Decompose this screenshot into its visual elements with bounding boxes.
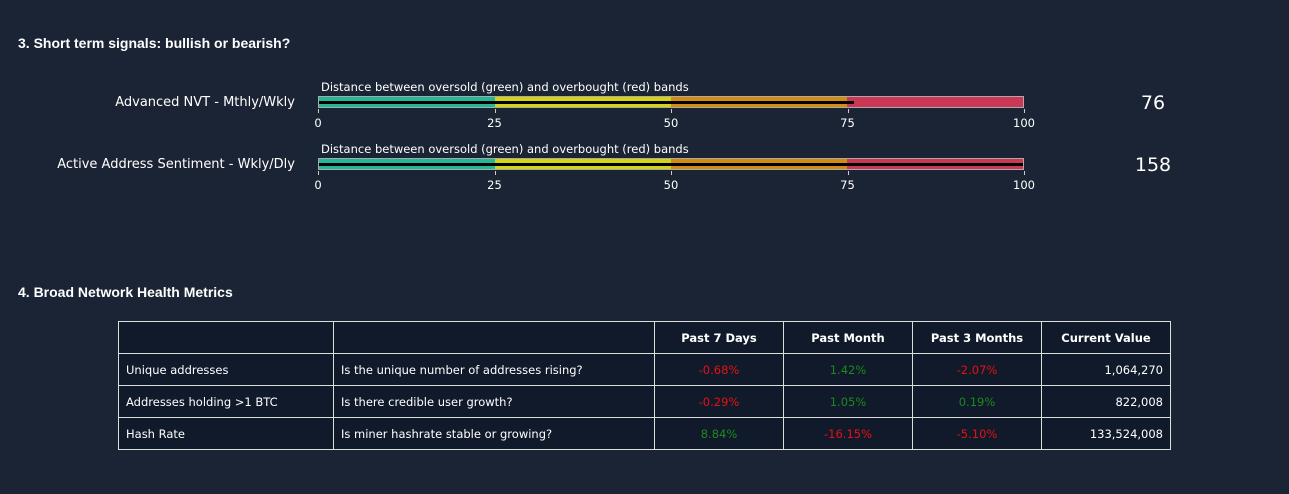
gauge-value: 158 xyxy=(1134,154,1172,176)
axis-tick xyxy=(494,109,496,113)
gauge-axis: 0 25 50 75 100 xyxy=(314,171,1035,192)
gauge-label: Active Address Sentiment - Wkly/Dly xyxy=(57,157,295,172)
gauge-caption: Distance between oversold (green) and ov… xyxy=(321,80,689,94)
axis-tick-label: 50 xyxy=(663,116,679,130)
gauge-bar xyxy=(318,158,1024,170)
table-cell: Is there credible user growth? xyxy=(333,385,655,418)
table-cell: 1,064,270 xyxy=(1041,353,1171,386)
table-cell: Is the unique number of addresses rising… xyxy=(333,353,655,386)
table-cell: -0.29% xyxy=(654,385,784,418)
table-row: Unique addresses Is the unique number of … xyxy=(118,353,1171,386)
axis-tick-label: 0 xyxy=(314,116,322,130)
table-cell: 8.84% xyxy=(654,417,784,450)
network-health-table: Past 7 Days Past Month Past 3 Months Curren… xyxy=(118,321,1171,450)
gauge-indicator xyxy=(319,163,1023,166)
column-header: Past 7 Days xyxy=(654,321,784,354)
table-cell: Unique addresses xyxy=(118,353,334,386)
axis-tick xyxy=(1024,109,1025,113)
gauge-caption: Distance between oversold (green) and ov… xyxy=(321,142,689,156)
axis-tick-label: 100 xyxy=(1013,178,1035,192)
table-cell: -16.15% xyxy=(783,417,913,450)
column-header: Current Value xyxy=(1041,321,1171,354)
column-header xyxy=(118,321,334,354)
section-4-title: 4. Broad Network Health Metrics xyxy=(18,284,233,300)
table-cell: -5.10% xyxy=(912,417,1042,450)
axis-tick-label: 25 xyxy=(487,178,502,192)
axis-tick xyxy=(1024,171,1025,175)
axis-tick-label: 75 xyxy=(840,116,855,130)
column-header xyxy=(333,321,655,354)
axis-tick xyxy=(318,171,319,175)
axis-tick-label: 50 xyxy=(663,178,679,192)
table-cell: Is miner hashrate stable or growing? xyxy=(333,417,655,450)
axis-tick-label: 100 xyxy=(1013,116,1035,130)
band-3 xyxy=(847,97,1023,107)
gauge-bar xyxy=(318,96,1024,108)
table-row: Addresses holding >1 BTC Is there credibl… xyxy=(118,385,1171,418)
table-cell: 0.19% xyxy=(912,385,1042,418)
table-cell: 822,008 xyxy=(1041,385,1171,418)
table-cell: Hash Rate xyxy=(118,417,334,450)
section-3-title: 3. Short term signals: bullish or bearis… xyxy=(18,35,291,51)
table-cell: -2.07% xyxy=(912,353,1042,386)
gauge-label: Advanced NVT - Mthly/Wkly xyxy=(115,95,295,110)
table-cell: 1.42% xyxy=(783,353,913,386)
column-header: Past 3 Months xyxy=(912,321,1042,354)
axis-tick xyxy=(671,109,672,113)
column-header: Past Month xyxy=(783,321,913,354)
axis-tick-label: 75 xyxy=(840,178,855,192)
axis-tick-label: 25 xyxy=(487,116,502,130)
axis-tick xyxy=(494,171,496,175)
gauge-axis: 0 25 50 75 100 xyxy=(314,109,1035,130)
axis-tick xyxy=(671,171,672,175)
gauge-value: 76 xyxy=(1140,92,1166,114)
table-row: Hash Rate Is miner hashrate stable or gro… xyxy=(118,417,1171,450)
axis-tick xyxy=(318,109,319,113)
table-cell: -0.68% xyxy=(654,353,784,386)
gauge-indicator xyxy=(319,101,855,104)
axis-tick-label: 0 xyxy=(314,178,322,192)
table-cell: 133,524,008 xyxy=(1041,417,1171,450)
axis-tick xyxy=(847,171,849,175)
axis-tick xyxy=(847,109,849,113)
table-cell: Addresses holding >1 BTC xyxy=(118,385,334,418)
table-cell: 1.05% xyxy=(783,385,913,418)
